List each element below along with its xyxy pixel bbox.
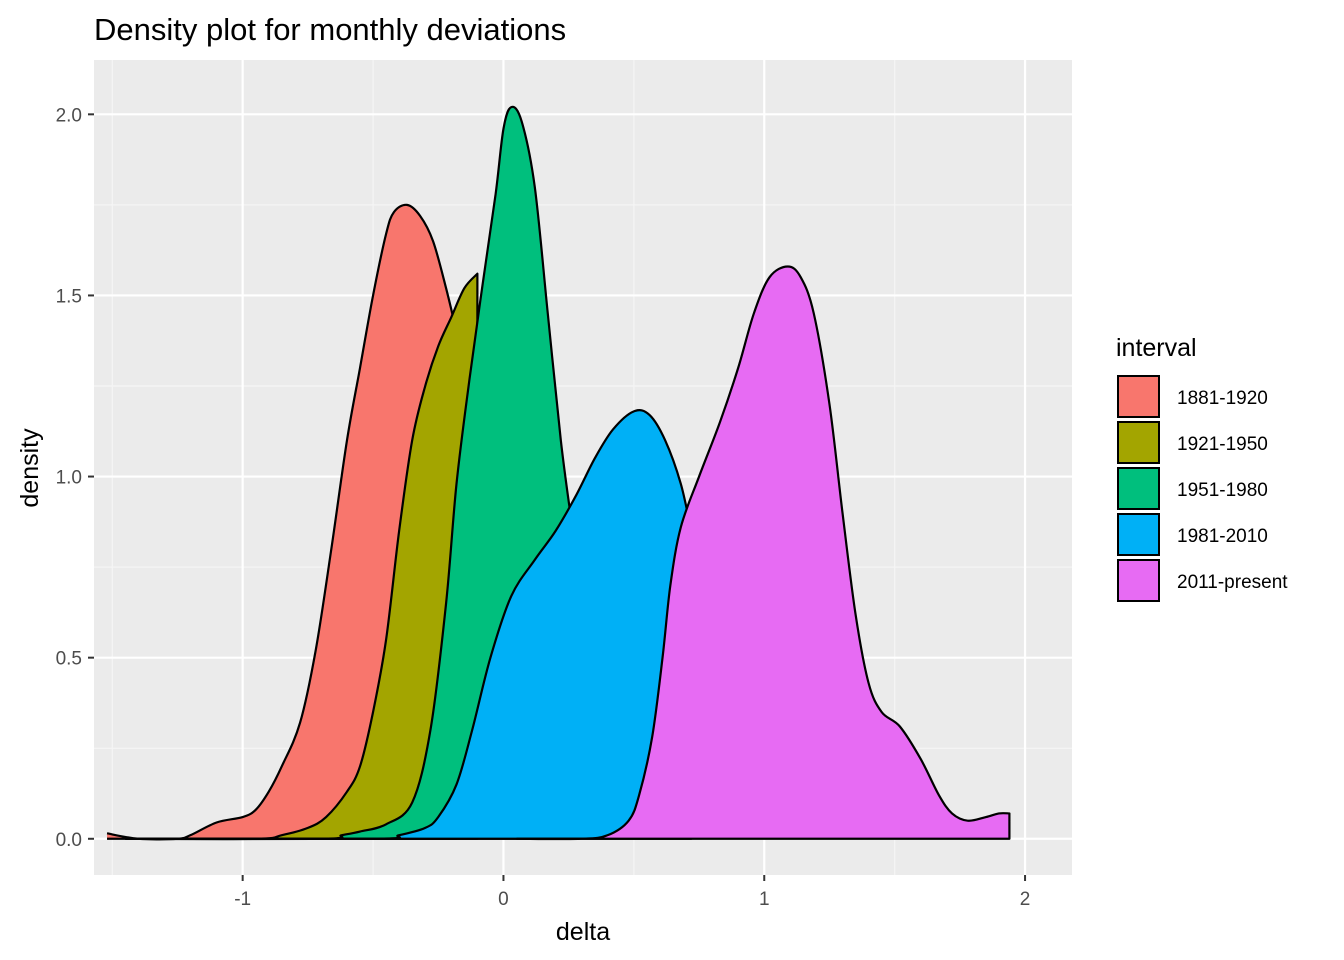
x-axis-title: delta [556,918,610,946]
y-axis-ticks: 0.0 0.5 1.0 1.5 2.0 [56,105,94,851]
legend-label-1981-2010: 1981-2010 [1177,526,1268,547]
y-tick-label: 1.0 [56,468,82,489]
density-outline-1951-1980 [125,105,573,841]
density-area-2011-present [516,266,1010,840]
density-area-1881-1920 [107,204,457,840]
x-tick-label: 0 [498,889,509,910]
y-tick-label: 0.0 [56,830,82,851]
legend-label-1951-1980: 1951-1980 [1177,480,1268,501]
density-area-1951-1980 [125,106,572,840]
x-axis-ticks: -1 0 1 2 [234,875,1030,910]
legend-label-1881-1920: 1881-1920 [1177,388,1268,409]
density-outline-1881-1920 [106,203,458,841]
x-tick-label: 2 [1020,889,1031,910]
density-area-1921-1950 [125,273,478,840]
legend-swatch-1951-1980 [1117,467,1160,510]
y-tick-label: 1.5 [56,286,82,307]
legend-label-2011-present: 2011-present [1177,572,1288,593]
density-outline-2011-present [516,265,1011,841]
y-axis-title: density [16,428,44,508]
density-outline-1981-2010 [125,409,693,841]
density-areas [106,105,1011,841]
legend-swatch-2011-present [1117,559,1160,602]
x-tick-label: -1 [234,889,251,910]
legend-swatch-1921-1950 [1117,421,1160,464]
legend: interval 1881-1920 1921-1950 1951-1980 1981… [1116,334,1288,602]
chart-title: Density plot for monthly deviations [94,12,566,47]
legend-swatch-1981-2010 [1117,513,1160,556]
density-area-1981-2010 [125,410,692,840]
legend-title: interval [1116,334,1197,362]
x-tick-label: 1 [759,889,770,910]
legend-items: 1881-1920 1921-1950 1951-1980 1981-2010 2011… [1117,375,1288,602]
y-tick-label: 0.5 [56,649,82,670]
legend-label-1921-1950: 1921-1950 [1177,434,1268,455]
density-outline-1921-1950 [125,272,479,841]
legend-swatch-1881-1920 [1117,375,1160,418]
y-tick-label: 2.0 [56,105,82,126]
